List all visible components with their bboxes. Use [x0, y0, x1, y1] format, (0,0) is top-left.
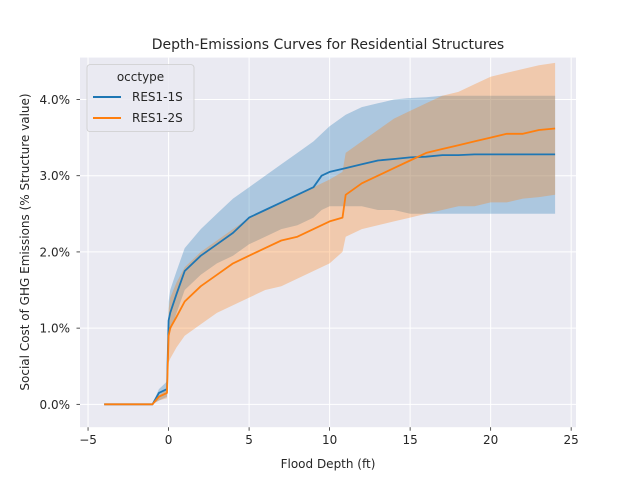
x-tick-label: 25: [564, 433, 579, 447]
band-res1-1s: [104, 95, 556, 405]
legend: occtype RES1-1S RES1-2S: [86, 64, 195, 132]
y-axis-label: Social Cost of GHG Emissions (% Structur…: [18, 93, 32, 390]
y-tick-label: 0.0%: [40, 398, 71, 412]
x-tick-label: 20: [483, 433, 498, 447]
line-res1-2s: [104, 127, 556, 406]
y-tick-label: 4.0%: [40, 93, 71, 107]
x-axis-label: Flood Depth (ft): [281, 457, 376, 471]
x-tick-label: 15: [402, 433, 417, 447]
x-tick-label: −5: [79, 433, 97, 447]
y-axis-ticks: 0.0% 1.0% 2.0% 3.0% 4.0%: [40, 93, 80, 412]
legend-label-res1-1s: RES1-1S: [132, 90, 183, 104]
grid: [80, 57, 576, 428]
y-tick-label: 1.0%: [40, 322, 71, 336]
legend-title: occtype: [117, 70, 164, 84]
legend-box: [86, 64, 195, 132]
x-tick-label: 0: [165, 433, 173, 447]
x-tick-label: 10: [322, 433, 337, 447]
series-lines: [104, 127, 556, 406]
y-tick-label: 3.0%: [40, 169, 71, 183]
x-tick-label: 5: [245, 433, 253, 447]
legend-label-res1-2s: RES1-2S: [132, 111, 183, 125]
line-res1-1s: [104, 153, 556, 406]
x-axis-ticks: −5 0 5 10 15 20 25: [79, 427, 579, 447]
chart-title: Depth-Emissions Curves for Residential S…: [152, 37, 504, 53]
y-tick-label: 2.0%: [40, 245, 71, 259]
